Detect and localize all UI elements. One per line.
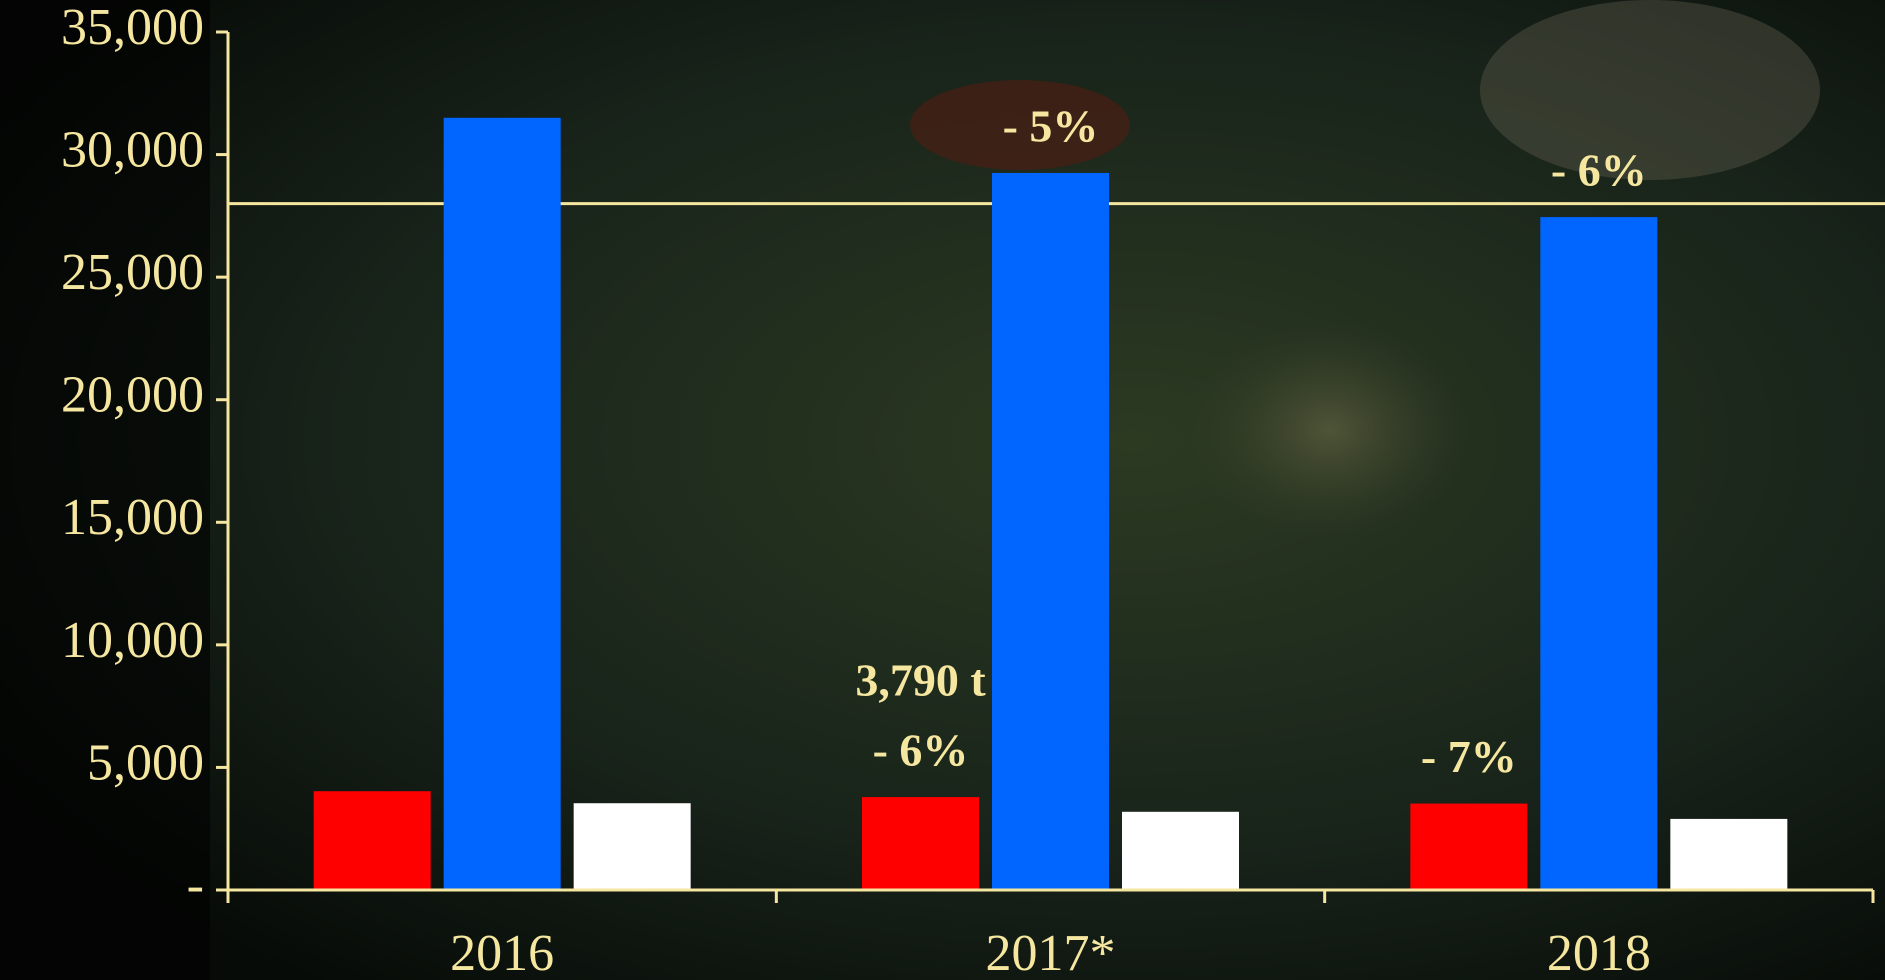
value-label: 3,790 t (855, 655, 986, 706)
change-label: - 6% (873, 725, 969, 776)
y-tick-label: 10,000 (61, 612, 204, 669)
change-label: - 7% (1421, 731, 1517, 782)
bar (1540, 217, 1657, 890)
y-tick-label: 30,000 (61, 122, 204, 179)
bar (1670, 819, 1787, 890)
y-tick-label: 25,000 (61, 244, 204, 301)
y-tick-label: 15,000 (61, 489, 204, 546)
background-coral (1480, 0, 1820, 180)
bar (862, 797, 979, 890)
change-label: - 5% (1003, 101, 1099, 152)
x-tick-label: 2017* (986, 925, 1116, 980)
bar (444, 118, 561, 890)
bar (314, 791, 431, 890)
x-tick-label: 2018 (1547, 925, 1651, 980)
bar (574, 803, 691, 890)
change-label: - 6% (1551, 145, 1647, 196)
bar (992, 173, 1109, 890)
y-tick-label: 20,000 (61, 367, 204, 424)
x-tick-label: 2016 (450, 925, 554, 980)
bar (1410, 804, 1527, 890)
y-tick-label: 5,000 (87, 734, 204, 791)
y-tick-label: - (187, 857, 204, 914)
bar (1122, 812, 1239, 890)
chart: - 5,000 10,000 15,000 20,000 25,000 30,000 35,0… (0, 0, 1885, 980)
background-rock (1190, 320, 1470, 540)
y-tick-label: 35,000 (61, 0, 204, 56)
